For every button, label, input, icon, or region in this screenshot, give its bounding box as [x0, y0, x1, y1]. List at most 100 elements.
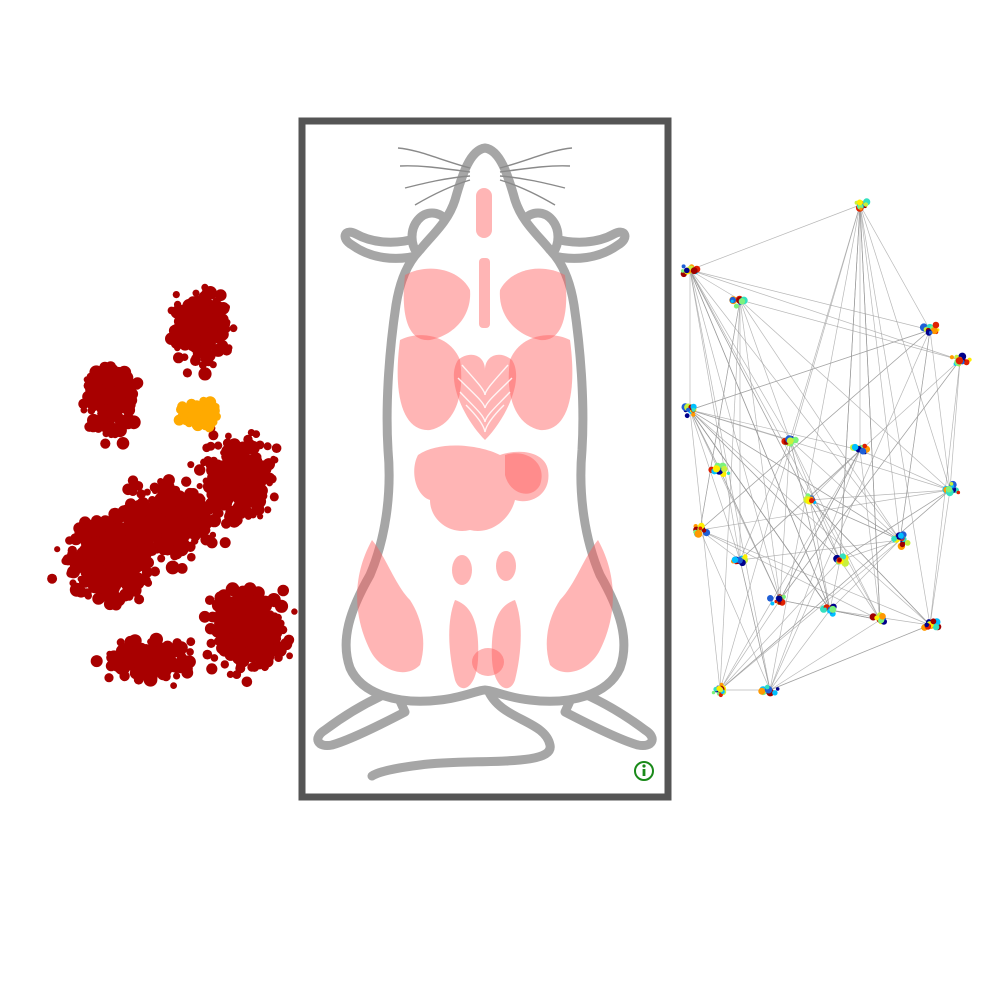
- left-cluster-point: [130, 650, 143, 663]
- network-node: [904, 540, 911, 546]
- network-edge: [859, 204, 881, 621]
- left-cluster-point: [232, 670, 242, 679]
- left-cluster-point: [247, 627, 254, 634]
- left-cluster-point: [252, 430, 261, 438]
- network-edge: [809, 499, 901, 541]
- left-cluster-point: [192, 289, 200, 297]
- rib-lines: [457, 364, 513, 433]
- left-cluster-point: [207, 470, 221, 485]
- left-cluster-point: [150, 528, 160, 538]
- left-cluster-point: [135, 560, 144, 569]
- left-cluster-accent-point: [204, 421, 215, 432]
- network-node: [698, 526, 703, 531]
- info-button[interactable]: [634, 761, 654, 781]
- left-cluster-point: [183, 655, 191, 663]
- left-cluster-point: [264, 506, 272, 514]
- left-cluster-point: [239, 601, 250, 612]
- network-node: [856, 199, 863, 206]
- left-cluster-point: [241, 676, 253, 688]
- left-cluster-point: [291, 608, 298, 615]
- organ-stomach: [505, 453, 542, 494]
- network-edge: [719, 559, 841, 691]
- network-node: [694, 530, 703, 538]
- left-cluster-point: [96, 526, 106, 537]
- network-node: [742, 554, 748, 559]
- left-cluster-point: [237, 452, 250, 464]
- mouse-anatomy-panel: [298, 117, 672, 801]
- left-cluster-point: [82, 559, 88, 566]
- network-edge: [739, 539, 901, 561]
- left-cluster-point: [264, 473, 273, 482]
- network-edge: [719, 204, 861, 691]
- organ-trachea: [476, 188, 492, 238]
- left-cluster-point: [269, 492, 279, 502]
- network-edge: [689, 409, 861, 451]
- left-cluster-point: [226, 483, 233, 490]
- left-cluster-accent-point: [189, 403, 198, 412]
- network-node: [721, 465, 728, 473]
- left-cluster-point: [182, 313, 190, 320]
- network-edge: [809, 499, 831, 611]
- network-node: [837, 558, 842, 562]
- left-cluster-point: [206, 638, 216, 649]
- network-edge: [719, 489, 951, 691]
- left-cluster-point: [270, 455, 277, 462]
- network-edge: [779, 449, 861, 601]
- left-cluster-point: [277, 584, 290, 597]
- left-cluster-point: [231, 458, 239, 466]
- left-cluster-point: [85, 521, 95, 531]
- network-node: [924, 622, 929, 628]
- left-cluster-point: [211, 599, 225, 612]
- network-edge: [789, 439, 831, 611]
- left-cluster-accent-point: [208, 408, 216, 416]
- left-cluster-point: [224, 634, 232, 642]
- network-node: [899, 541, 906, 548]
- left-cluster-point: [176, 501, 184, 508]
- left-cluster-point: [175, 651, 183, 658]
- network-edge: [699, 529, 931, 626]
- left-cluster-point: [80, 406, 88, 414]
- left-cluster-point: [194, 464, 206, 476]
- network-node: [691, 412, 696, 417]
- mouse-left-arm: [340, 227, 425, 263]
- left-cluster-accent-point: [200, 414, 207, 422]
- network-edge: [789, 439, 881, 621]
- left-cluster-point: [145, 514, 152, 521]
- left-cluster-point: [214, 441, 223, 450]
- network-edge: [739, 559, 771, 691]
- left-cluster-point: [209, 327, 218, 335]
- left-cluster-point: [255, 484, 268, 497]
- network-node: [684, 267, 690, 274]
- left-cluster-point: [250, 642, 259, 651]
- network-edge: [689, 269, 901, 541]
- network-edge: [769, 609, 831, 691]
- left-cluster-point: [135, 544, 148, 557]
- left-cluster-point: [203, 349, 216, 362]
- network-edge: [739, 299, 781, 601]
- network-node: [930, 327, 938, 335]
- left-cluster-point: [67, 565, 80, 579]
- left-cluster-point: [186, 336, 194, 343]
- left-cluster-point: [260, 595, 271, 606]
- left-cluster-point: [176, 528, 191, 542]
- left-cluster-point: [158, 500, 171, 513]
- left-cluster-point: [186, 302, 200, 316]
- network-edge: [689, 269, 831, 611]
- left-cluster-point: [200, 534, 212, 546]
- left-cluster-point: [85, 562, 99, 576]
- left-cluster-point: [218, 645, 231, 657]
- network-node: [764, 684, 770, 690]
- left-cluster-point: [243, 444, 251, 452]
- left-cluster-point: [91, 378, 101, 389]
- left-cluster-point: [138, 531, 150, 543]
- organ-liver: [414, 445, 549, 531]
- left-cluster-point: [225, 596, 235, 605]
- left-cluster-point: [190, 531, 201, 542]
- network-edge: [689, 409, 721, 691]
- left-cluster-point: [108, 575, 119, 586]
- left-cluster-point: [202, 304, 210, 313]
- network-edge: [769, 204, 861, 691]
- network-node: [730, 299, 734, 303]
- left-cluster-point: [82, 572, 96, 586]
- left-cluster-point: [105, 564, 113, 571]
